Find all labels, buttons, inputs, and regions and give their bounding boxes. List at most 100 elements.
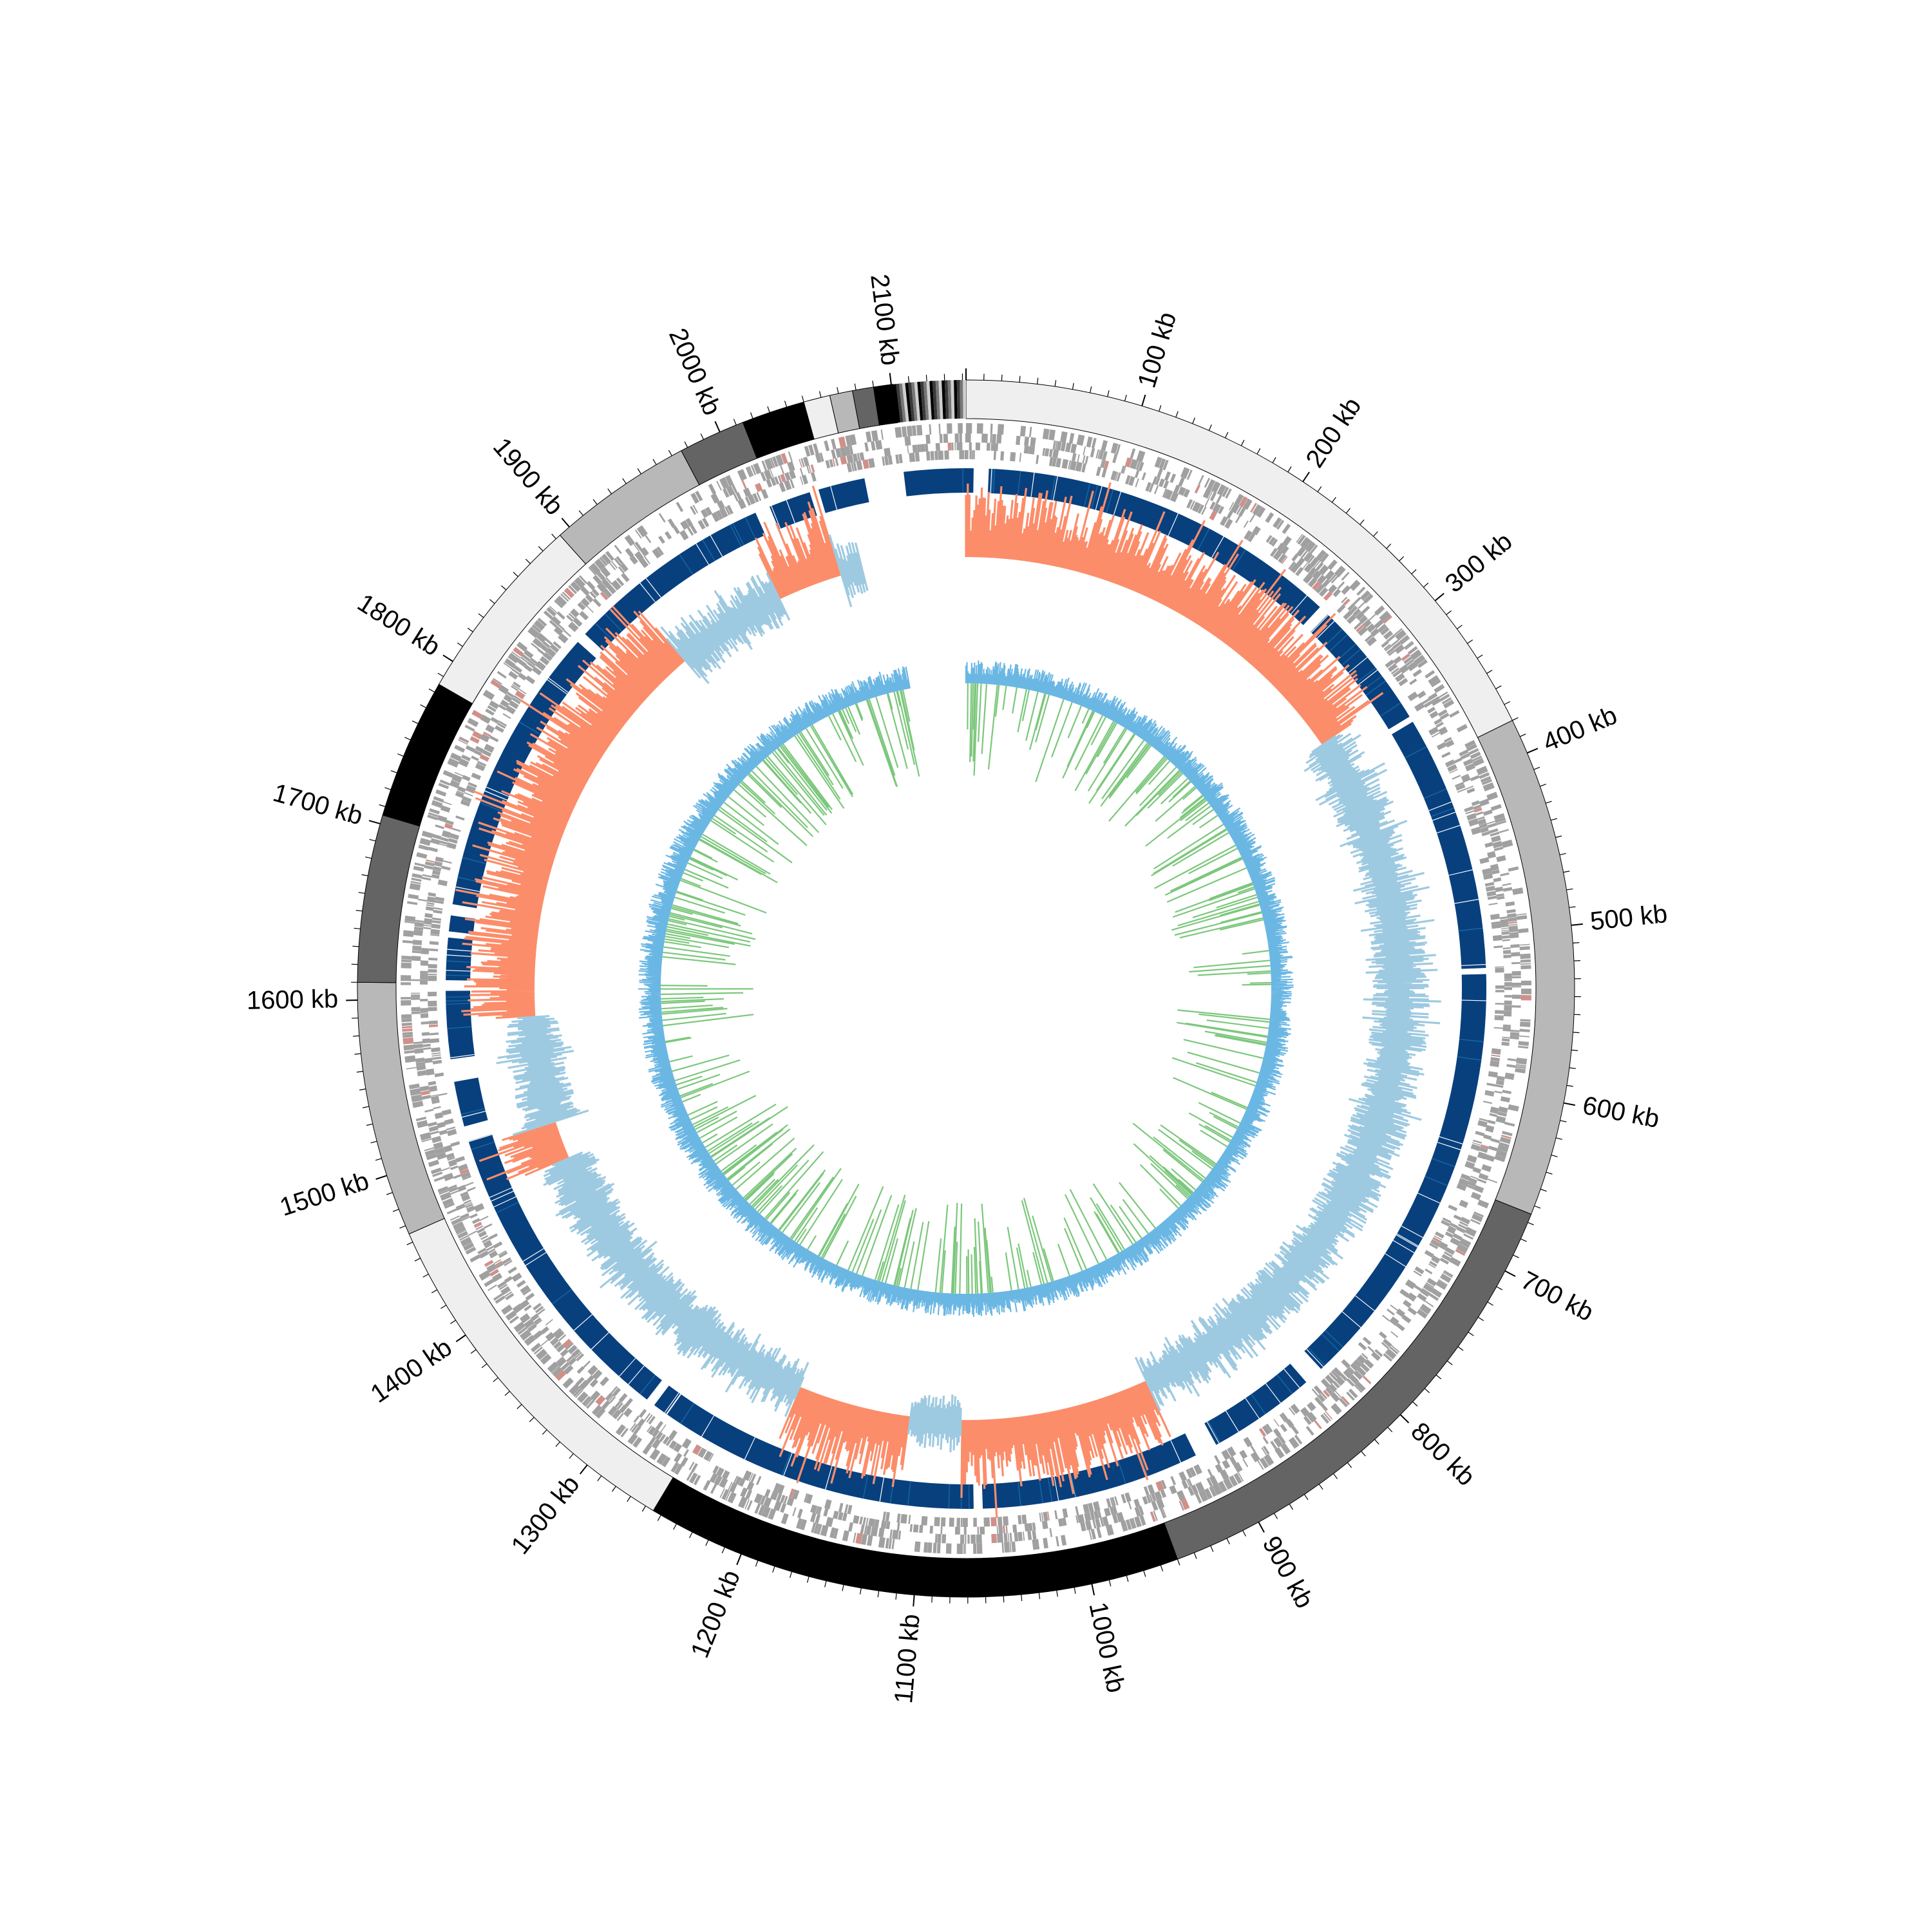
gene-feature — [661, 1456, 671, 1468]
gene-feature — [1229, 1475, 1238, 1487]
gene-feature — [1493, 877, 1502, 882]
gene-feature — [1189, 1467, 1197, 1477]
minor-tick — [668, 450, 672, 456]
gene-feature — [1156, 1498, 1165, 1510]
gene-feature — [1472, 1142, 1481, 1146]
minor-tick — [824, 1580, 827, 1587]
gene-feature — [1076, 434, 1085, 446]
minor-tick — [1447, 1360, 1453, 1365]
gene-feature — [1104, 1508, 1111, 1517]
gene-feature — [1385, 645, 1392, 652]
blast-hit-break — [1437, 825, 1461, 833]
gene-feature — [554, 1329, 565, 1340]
gene-feature — [1347, 614, 1357, 624]
gene-feature — [1461, 775, 1471, 783]
gene-feature — [1449, 1256, 1461, 1267]
gene-feature — [415, 1116, 427, 1122]
gene-feature — [990, 423, 993, 434]
gene-feature — [810, 1504, 818, 1513]
gene-feature — [1399, 1289, 1410, 1298]
gene-feature — [440, 1191, 452, 1201]
blast-hit-break — [462, 857, 486, 864]
gene-feature — [838, 436, 847, 448]
gene-feature — [1428, 692, 1438, 701]
gene-feature — [676, 502, 684, 513]
gene-feature — [1341, 1359, 1350, 1368]
gene-feature — [475, 746, 484, 753]
gene-feature — [764, 458, 773, 470]
gene-feature — [738, 1496, 748, 1509]
gene-feature — [1290, 1403, 1300, 1414]
gene-feature — [558, 633, 569, 644]
gene-feature — [1270, 1441, 1278, 1450]
blast-hit-break — [667, 1394, 681, 1415]
gene-feature — [1456, 1183, 1467, 1191]
blast-hit-break — [1091, 485, 1098, 509]
gene-feature — [1012, 1524, 1018, 1533]
tick-label: 1400 kb — [366, 1333, 457, 1408]
contig-stripe-segment — [923, 381, 929, 421]
gene-feature — [1498, 829, 1509, 833]
blast-hit-break — [446, 974, 471, 976]
gene-feature — [446, 1126, 456, 1131]
gene-feature — [553, 1341, 562, 1349]
blast-hit-break — [489, 1187, 512, 1198]
gene-feature — [552, 1367, 563, 1377]
gene-feature — [1314, 560, 1321, 569]
minor-tick — [404, 737, 411, 741]
gene-feature — [482, 1237, 490, 1244]
blast-hit-break — [446, 1000, 471, 1002]
blast-hit-break — [993, 469, 996, 494]
gene-feature — [460, 799, 471, 807]
gene-feature — [728, 1481, 733, 1491]
gene-feature — [431, 1052, 441, 1055]
gene-feature — [1236, 506, 1242, 515]
gene-feature — [592, 1369, 603, 1380]
gene-feature — [1094, 1510, 1100, 1519]
gene-feature — [421, 1090, 430, 1096]
gene-feature — [770, 469, 774, 478]
gene-feature — [1501, 1134, 1511, 1139]
gene-feature — [562, 1338, 573, 1349]
gene-feature — [401, 975, 412, 981]
minor-tick — [1495, 685, 1502, 690]
gene-feature — [455, 815, 465, 821]
gene-feature — [401, 959, 412, 963]
gene-feature — [457, 1229, 467, 1235]
gene-feature — [497, 722, 506, 729]
gene-feature — [1356, 624, 1365, 632]
gene-feature — [1477, 1151, 1487, 1160]
gene-feature — [1112, 453, 1118, 464]
gene-feature — [1409, 678, 1417, 685]
gene-feature — [1208, 491, 1213, 500]
gene-feature — [486, 1263, 497, 1273]
gene-feature — [466, 1186, 476, 1192]
gene-feature — [460, 1236, 473, 1247]
gene-feature — [1484, 1092, 1494, 1097]
gene-feature — [401, 1022, 412, 1027]
gene-feature — [608, 1395, 614, 1402]
gene-feature — [1508, 866, 1519, 872]
minor-tick — [478, 613, 484, 618]
minor-tick — [657, 1515, 661, 1521]
gene-feature — [800, 458, 805, 468]
gene-feature — [402, 1028, 413, 1032]
gene-feature — [990, 1517, 997, 1527]
gene-feature — [996, 434, 1002, 444]
minor-tick — [592, 499, 598, 505]
gene-feature — [960, 1518, 963, 1528]
gene-feature — [614, 558, 621, 567]
gene-feature — [414, 922, 424, 927]
gene-feature — [1473, 804, 1481, 810]
gene-feature — [842, 1530, 849, 1542]
minor-tick — [1457, 625, 1463, 630]
gene-feature — [692, 504, 698, 513]
gene-feature — [444, 1202, 455, 1209]
gene-tracks — [401, 422, 1532, 1555]
gene-feature — [1142, 1496, 1148, 1505]
blast-hit-break — [744, 1437, 755, 1460]
gene-feature — [460, 1191, 469, 1197]
blast-hit-break — [1276, 1374, 1293, 1394]
gene-feature — [1495, 967, 1504, 973]
gene-feature — [1463, 758, 1473, 766]
